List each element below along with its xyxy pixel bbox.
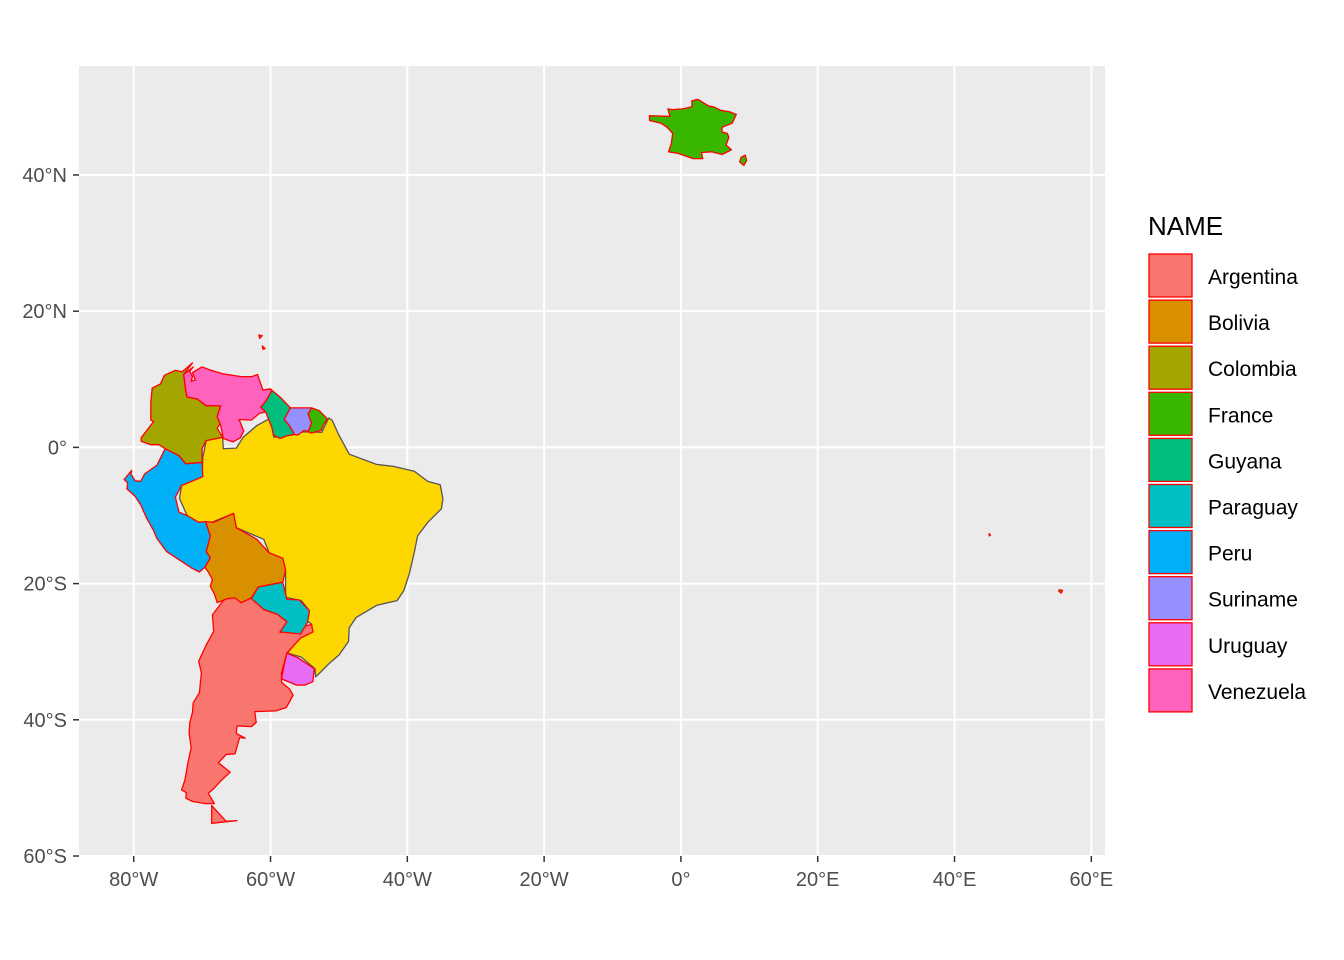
x-tick-label: 40°E bbox=[933, 869, 977, 891]
region-suriname bbox=[283, 407, 313, 436]
region-mayotte bbox=[988, 532, 992, 537]
legend-label: Bolivia bbox=[1208, 312, 1270, 335]
region-guadeloupe bbox=[258, 334, 263, 340]
legend-label: Argentina bbox=[1208, 266, 1298, 289]
graticule bbox=[79, 66, 1105, 857]
x-tick-label: 60°W bbox=[246, 869, 295, 891]
legend-key bbox=[1148, 622, 1193, 667]
x-tick-label: 20°W bbox=[520, 869, 569, 891]
region-corsica bbox=[739, 154, 748, 167]
legend-label: Peru bbox=[1208, 543, 1252, 566]
legend-key bbox=[1148, 483, 1193, 529]
y-tick-label: 60°S bbox=[23, 846, 67, 868]
region-france bbox=[648, 98, 737, 160]
legend-key bbox=[1148, 253, 1193, 298]
region-reunion bbox=[1058, 589, 1064, 594]
legend-key bbox=[1148, 668, 1193, 713]
legend-label: France bbox=[1208, 404, 1273, 427]
region-argentina bbox=[180, 596, 314, 805]
x-tick-label: 0° bbox=[671, 869, 690, 891]
region-paraguay bbox=[250, 581, 311, 635]
legend-key bbox=[1148, 576, 1193, 621]
legend-key bbox=[1148, 437, 1193, 483]
x-tick-label: 60°E bbox=[1070, 869, 1114, 891]
legend-title: NAME bbox=[1148, 211, 1223, 241]
legend-label: Paraguay bbox=[1208, 497, 1298, 520]
y-tick-label: 20°S bbox=[23, 574, 67, 596]
legend-key bbox=[1148, 529, 1193, 575]
y-tick-label: 40°N bbox=[22, 165, 67, 187]
country-polygons bbox=[123, 98, 1064, 824]
y-tick-label: 20°N bbox=[22, 301, 67, 323]
legend-label: Venezuela bbox=[1208, 681, 1306, 704]
y-tick-label: 40°S bbox=[23, 710, 67, 732]
axes: 80°W 60°W 40°W 20°W 0° 20°E 40°E 60°E 40°N 20°N 0°… bbox=[22, 165, 1113, 891]
region-uruguay bbox=[280, 652, 315, 686]
region-peru bbox=[123, 448, 211, 573]
x-tick-label: 80°W bbox=[109, 869, 158, 891]
legend-key bbox=[1148, 299, 1193, 344]
legend-key bbox=[1148, 345, 1193, 390]
region-guyana bbox=[260, 389, 296, 440]
legend-label: Uruguay bbox=[1208, 635, 1288, 658]
region-france-french-guiana bbox=[307, 407, 328, 434]
legend-label: Suriname bbox=[1208, 589, 1298, 612]
region-martinique bbox=[261, 345, 266, 350]
y-tick-label: 0° bbox=[48, 437, 67, 459]
legend-label: Guyana bbox=[1208, 450, 1282, 473]
legend: NAME Argentina Bolivia Colombia France Guyana… bbox=[1148, 211, 1306, 713]
legend-label: Colombia bbox=[1208, 358, 1297, 381]
x-tick-label: 20°E bbox=[796, 869, 840, 891]
legend-key bbox=[1148, 391, 1193, 436]
x-tick-label: 40°W bbox=[383, 869, 432, 891]
region-argentina-tierra-del-fuego bbox=[211, 804, 238, 824]
